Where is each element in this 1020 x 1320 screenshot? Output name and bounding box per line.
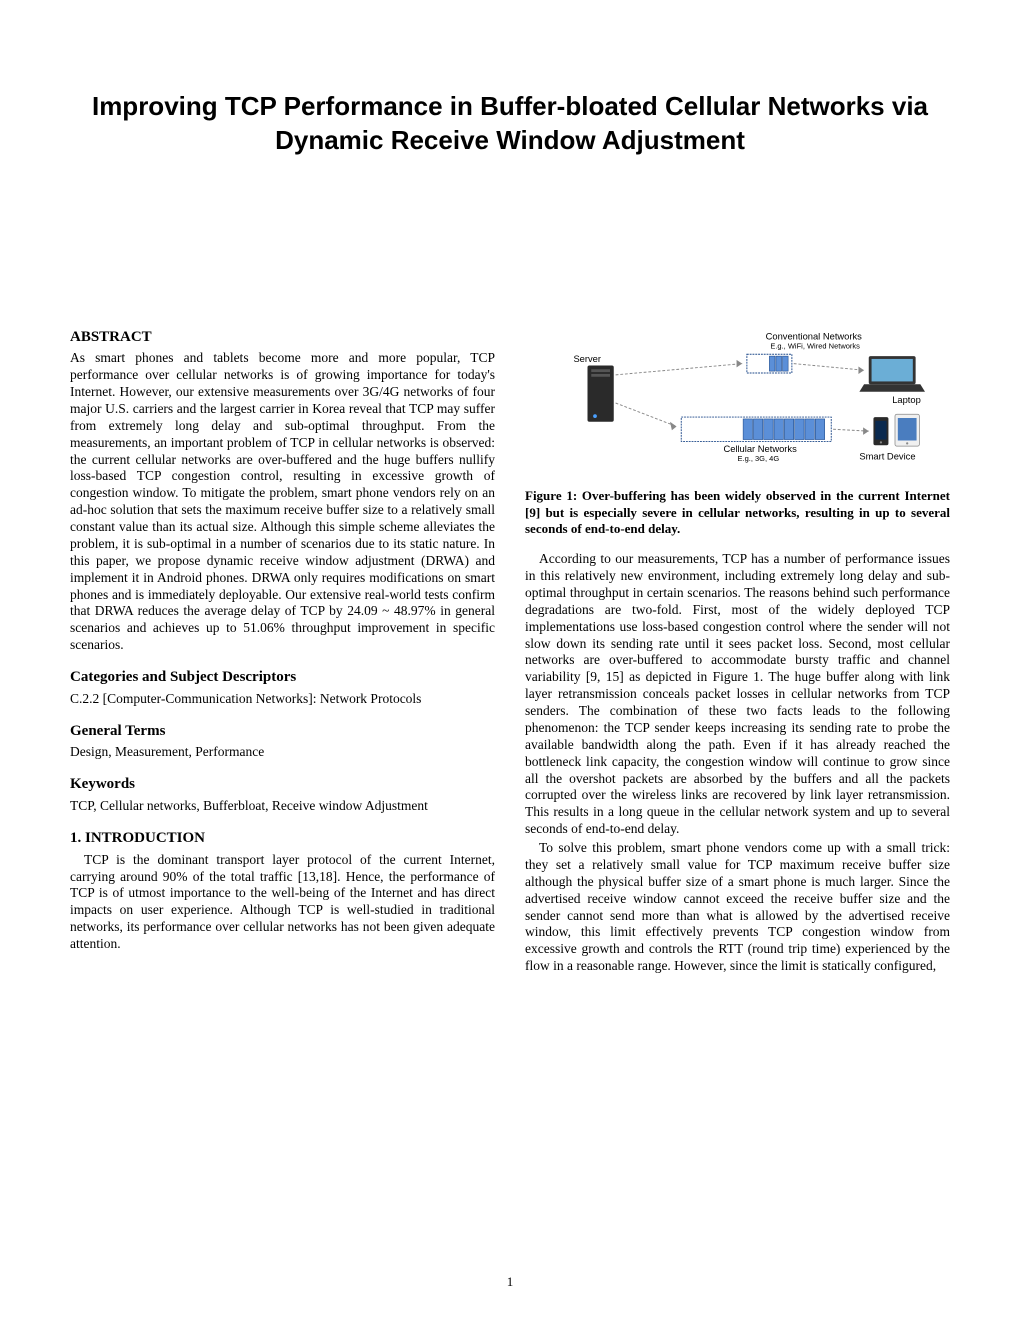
- paper-title: Improving TCP Performance in Buffer-bloa…: [70, 90, 950, 158]
- laptop-icon: [859, 356, 925, 392]
- fig1-laptop-label: Laptop: [892, 395, 921, 405]
- page-number: 1: [0, 1274, 1020, 1290]
- left-column: ABSTRACT As smart phones and tablets bec…: [70, 328, 495, 978]
- right-column: Conventional Networks E.g., WiFi, Wired …: [525, 328, 950, 978]
- fig1-server-label: Server: [573, 353, 601, 363]
- figure-1-caption: Figure 1: Over-buffering has been widely…: [525, 488, 950, 537]
- categories-body: C.2.2 [Computer-Communication Networks]:…: [70, 691, 495, 708]
- two-column-layout: ABSTRACT As smart phones and tablets bec…: [70, 328, 950, 978]
- figure-1-diagram: Conventional Networks E.g., WiFi, Wired …: [525, 328, 950, 478]
- phone-icon: [873, 417, 888, 445]
- fig1-smart-label: Smart Device: [859, 451, 915, 461]
- right-paragraph-1: According to our measurements, TCP has a…: [525, 551, 950, 838]
- tablet-icon: [895, 414, 919, 446]
- keywords-heading: Keywords: [70, 775, 495, 794]
- general-terms-heading: General Terms: [70, 722, 495, 741]
- top-path-arrows: [616, 359, 864, 374]
- figure-1: Conventional Networks E.g., WiFi, Wired …: [525, 328, 950, 538]
- bottom-buffer-icon: [681, 417, 831, 441]
- fig1-cellular-sub: E.g., 3G, 4G: [738, 454, 780, 463]
- top-buffer-icon: [747, 354, 792, 373]
- fig1-conventional-sub: E.g., WiFi, Wired Networks: [770, 341, 860, 350]
- keywords-body: TCP, Cellular networks, Bufferbloat, Rec…: [70, 798, 495, 815]
- categories-heading: Categories and Subject Descriptors: [70, 668, 495, 687]
- fig1-cellular-label: Cellular Networks: [723, 443, 797, 453]
- introduction-paragraph-1: TCP is the dominant transport layer prot…: [70, 852, 495, 953]
- introduction-heading: 1. INTRODUCTION: [70, 829, 495, 848]
- right-paragraph-2: To solve this problem, smart phone vendo…: [525, 840, 950, 975]
- abstract-body: As smart phones and tablets become more …: [70, 350, 495, 654]
- fig1-conventional-label: Conventional Networks: [766, 331, 863, 341]
- general-terms-body: Design, Measurement, Performance: [70, 744, 495, 761]
- abstract-heading: ABSTRACT: [70, 328, 495, 347]
